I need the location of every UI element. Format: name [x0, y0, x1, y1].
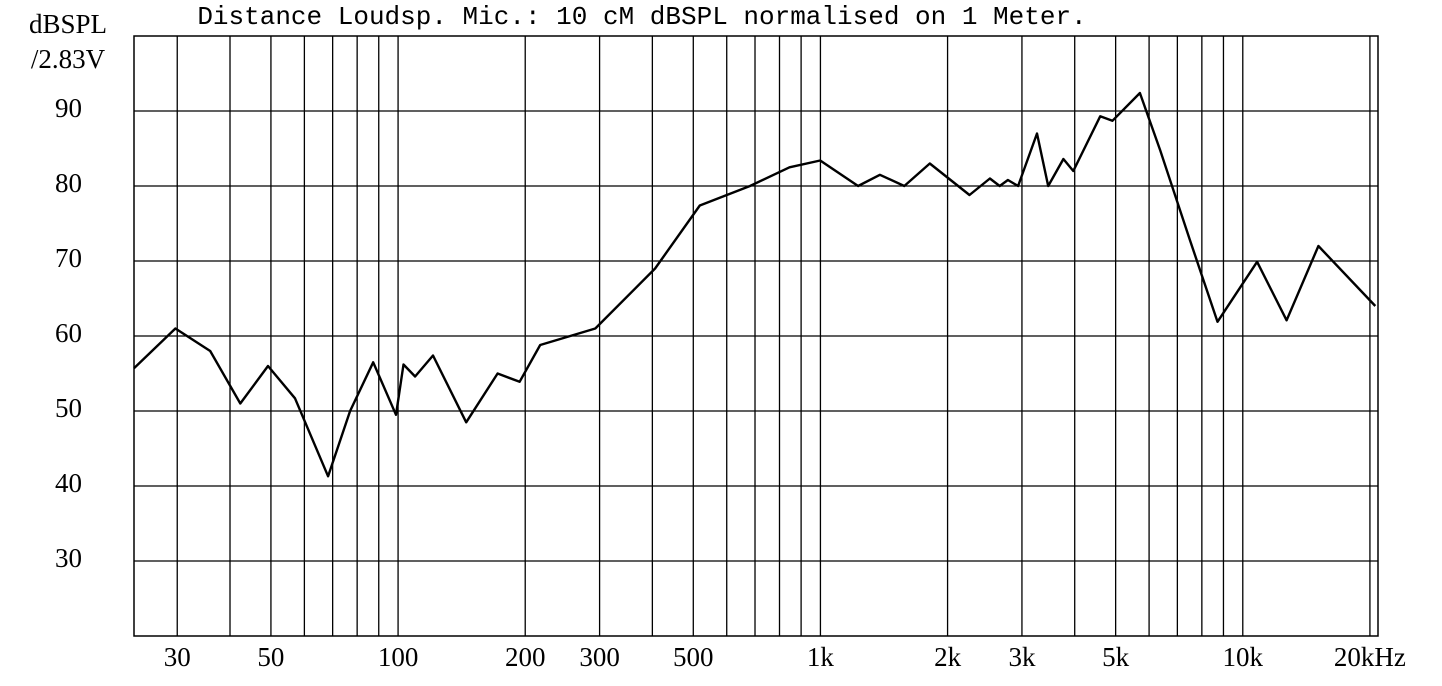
y-axis-label: dBSPL — [29, 9, 107, 39]
y-axis-label: /2.83V — [31, 44, 106, 74]
x-tick-label: 2k — [934, 642, 962, 672]
x-tick-label: 1k — [807, 642, 835, 672]
y-tick-label: 50 — [55, 393, 82, 423]
chart-title: Distance Loudsp. Mic.: 10 cM dBSPL norma… — [197, 2, 1086, 32]
y-tick-label: 30 — [55, 543, 82, 573]
x-tick-label: 200 — [505, 642, 546, 672]
x-tick-label: 20kHz — [1334, 642, 1406, 672]
x-tick-label: 50 — [257, 642, 284, 672]
x-tick-label: 500 — [673, 642, 714, 672]
response-curve — [133, 91, 1377, 478]
x-tick-label: 10k — [1223, 642, 1264, 672]
x-tick-label: 300 — [579, 642, 620, 672]
y-tick-label: 40 — [55, 468, 82, 498]
x-tick-label: 5k — [1102, 642, 1130, 672]
x-tick-label: 100 — [378, 642, 419, 672]
y-tick-label: 90 — [55, 93, 82, 123]
y-tick-label: 70 — [55, 243, 82, 273]
x-tick-label: 30 — [164, 642, 191, 672]
y-tick-label: 60 — [55, 318, 82, 348]
y-tick-label: 80 — [55, 168, 82, 198]
x-tick-label: 3k — [1008, 642, 1036, 672]
